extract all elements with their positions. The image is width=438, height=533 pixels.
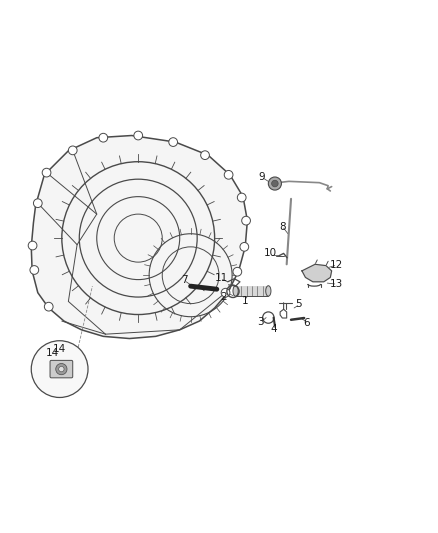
Text: 8: 8 bbox=[279, 222, 286, 232]
Circle shape bbox=[240, 243, 249, 251]
Text: 5: 5 bbox=[295, 300, 302, 310]
Circle shape bbox=[242, 216, 251, 225]
Polygon shape bbox=[31, 135, 247, 338]
Circle shape bbox=[201, 151, 209, 159]
Text: 12: 12 bbox=[329, 260, 343, 270]
Ellipse shape bbox=[266, 286, 271, 296]
Circle shape bbox=[221, 288, 230, 297]
Circle shape bbox=[268, 177, 282, 190]
Text: 13: 13 bbox=[329, 279, 343, 289]
Text: 14: 14 bbox=[53, 344, 66, 354]
Ellipse shape bbox=[233, 286, 238, 296]
Circle shape bbox=[134, 131, 143, 140]
Circle shape bbox=[169, 138, 177, 147]
Circle shape bbox=[56, 364, 67, 375]
Text: 6: 6 bbox=[303, 318, 310, 328]
Circle shape bbox=[233, 268, 242, 276]
Circle shape bbox=[42, 168, 51, 177]
Circle shape bbox=[30, 265, 39, 274]
Circle shape bbox=[59, 366, 64, 372]
FancyBboxPatch shape bbox=[50, 360, 73, 378]
Circle shape bbox=[224, 171, 233, 179]
Circle shape bbox=[28, 241, 37, 250]
Text: 11: 11 bbox=[215, 273, 228, 283]
Text: 4: 4 bbox=[271, 325, 277, 334]
Circle shape bbox=[237, 193, 246, 202]
Text: 14: 14 bbox=[46, 348, 59, 358]
Text: 7: 7 bbox=[181, 276, 187, 286]
Text: 3: 3 bbox=[257, 317, 264, 327]
Circle shape bbox=[272, 180, 278, 187]
Text: 9: 9 bbox=[258, 172, 265, 182]
FancyBboxPatch shape bbox=[236, 286, 268, 296]
Circle shape bbox=[44, 302, 53, 311]
Circle shape bbox=[99, 133, 108, 142]
Circle shape bbox=[33, 199, 42, 207]
Circle shape bbox=[31, 341, 88, 398]
Polygon shape bbox=[302, 264, 332, 282]
Circle shape bbox=[68, 146, 77, 155]
Text: 2: 2 bbox=[220, 292, 227, 302]
Text: 10: 10 bbox=[264, 248, 277, 259]
Text: 1: 1 bbox=[242, 296, 248, 306]
